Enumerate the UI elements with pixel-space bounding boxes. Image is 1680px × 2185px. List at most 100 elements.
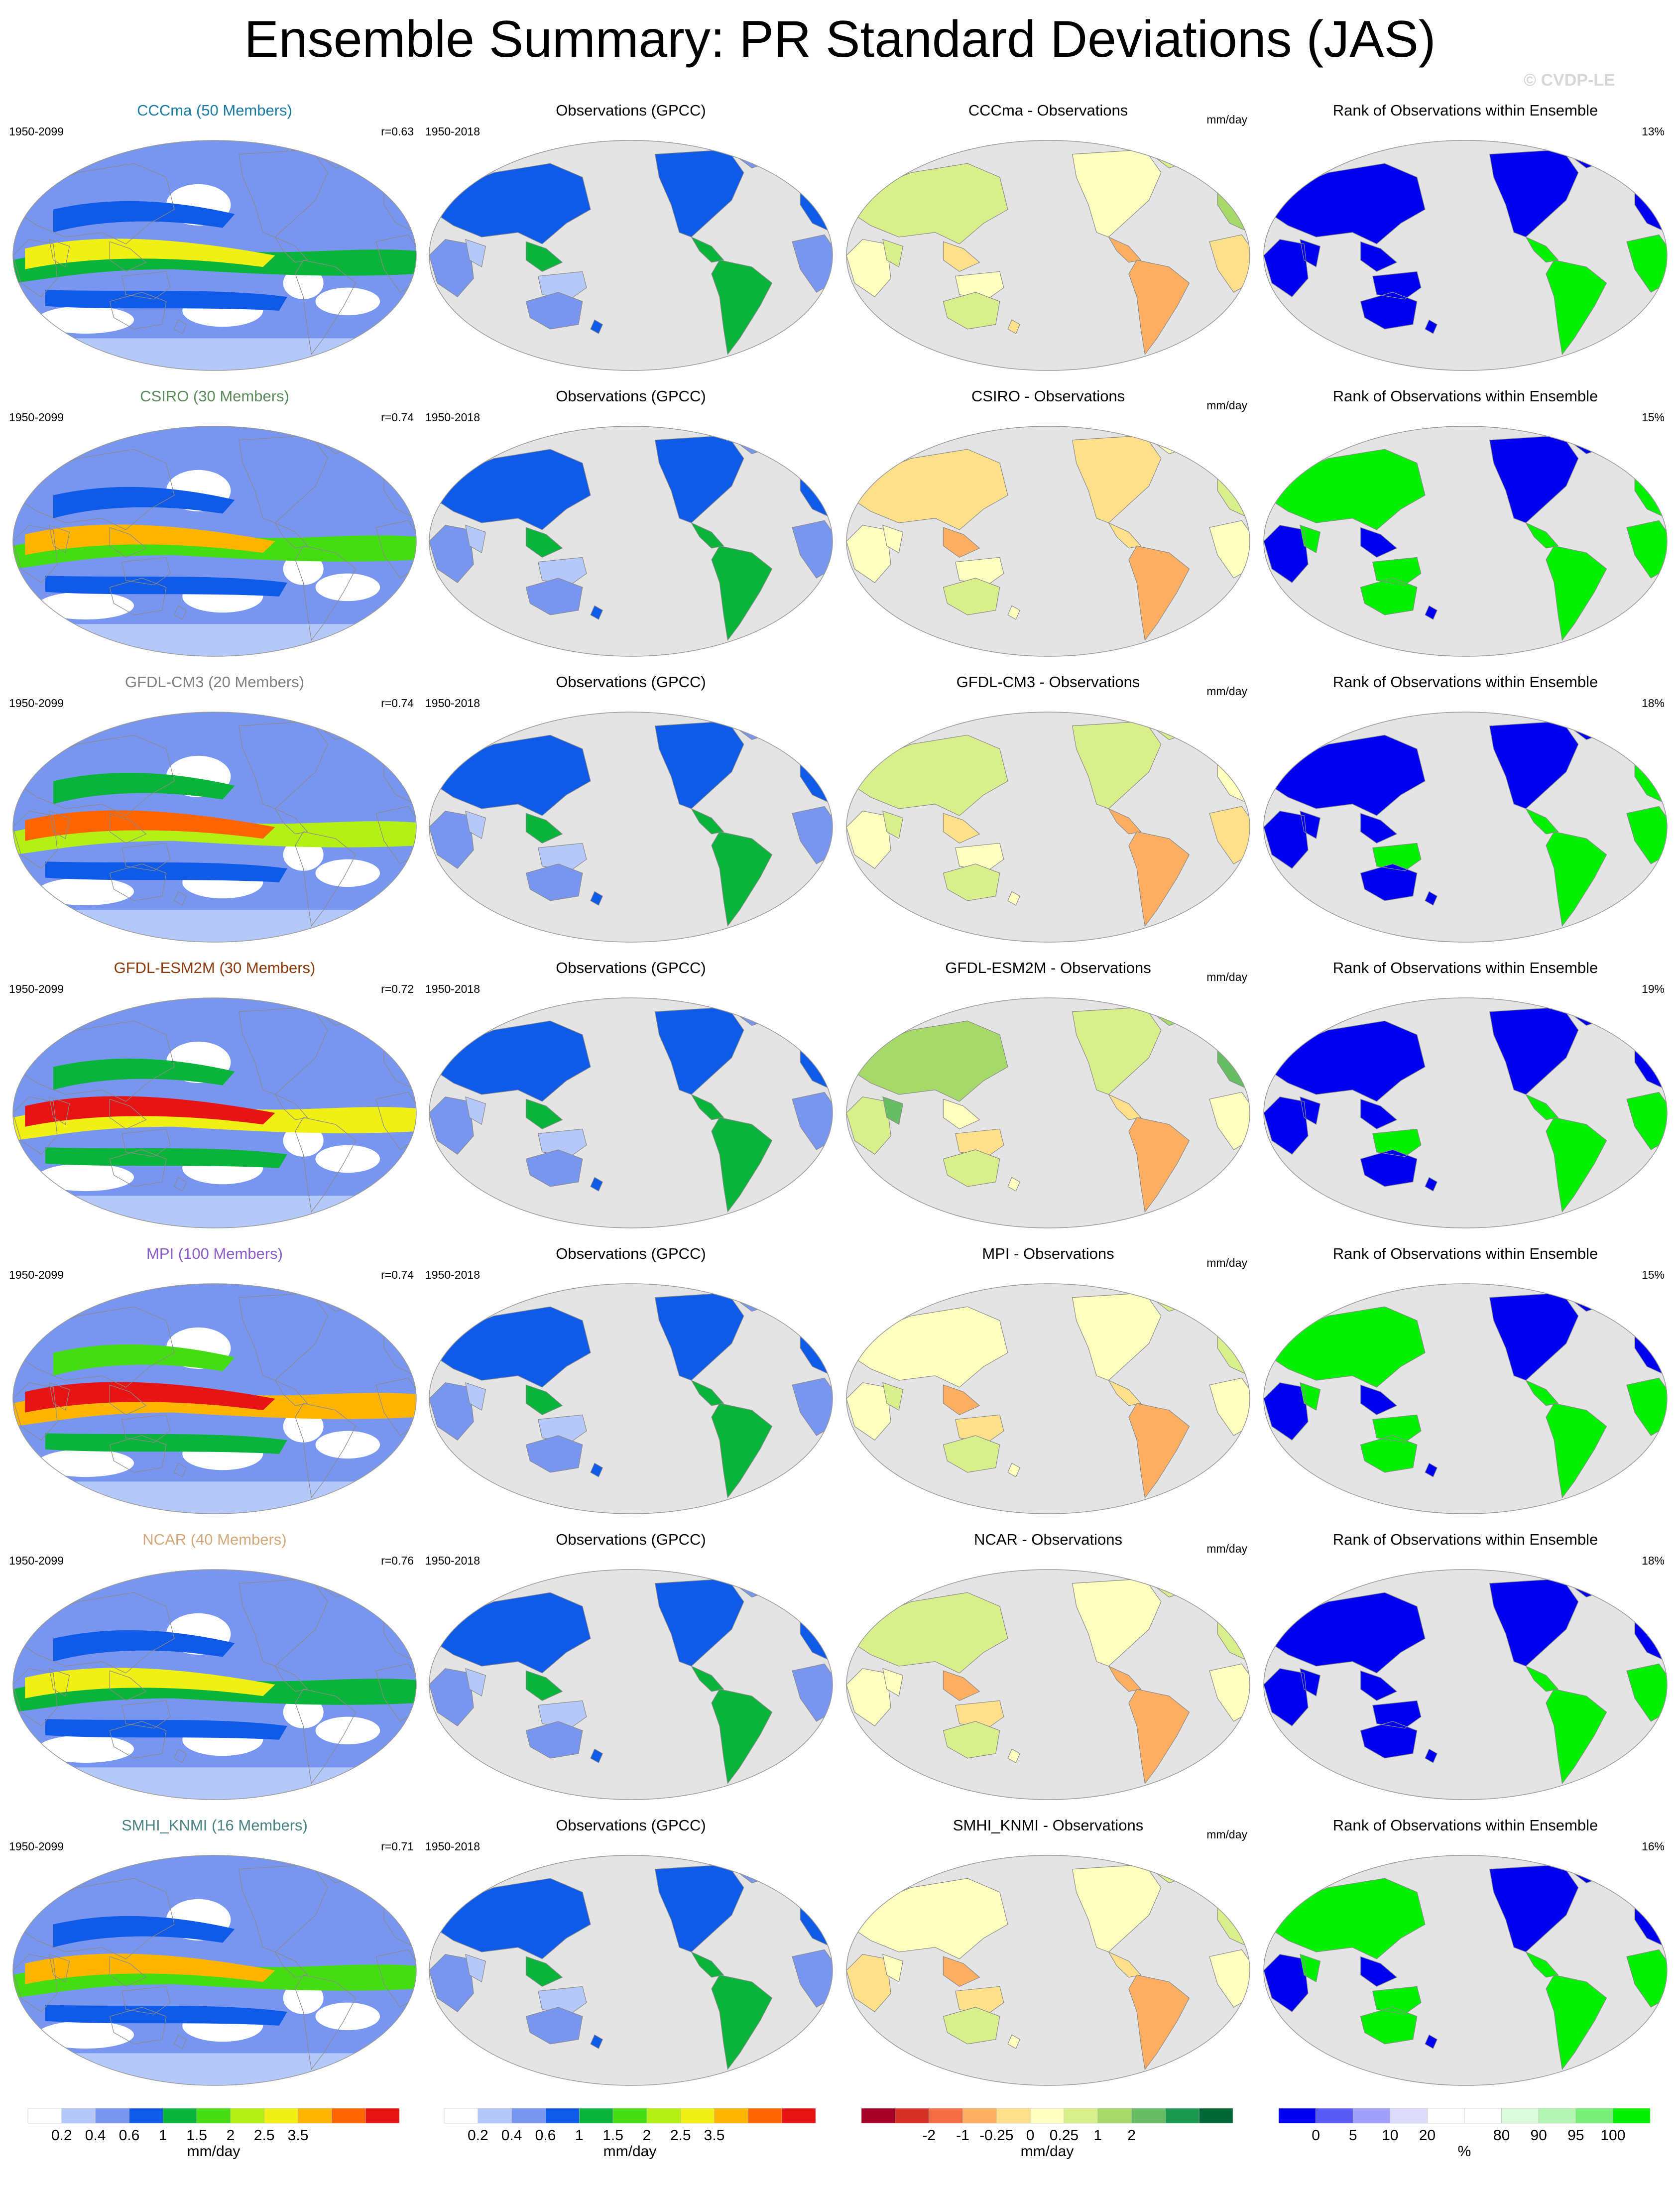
rank-title: Rank of Observations within Ensemble bbox=[1333, 387, 1598, 405]
land-area bbox=[692, 1094, 724, 1120]
colorbar-label: mm/day bbox=[1021, 2143, 1074, 2160]
rank-panel: Rank of Observations within Ensemble 18% bbox=[1263, 673, 1668, 943]
land-difference bbox=[883, 525, 903, 553]
observations-panel: Observations (GPCC) 1950-2018 bbox=[425, 1817, 833, 2086]
map-border bbox=[12, 712, 417, 943]
land-difference bbox=[1008, 2035, 1020, 2049]
coastline bbox=[295, 1975, 356, 2069]
low-variance-area bbox=[315, 1716, 380, 1745]
rain-band bbox=[45, 2005, 287, 2026]
coastline bbox=[1264, 1954, 1308, 2012]
low-variance-area bbox=[37, 1449, 134, 1477]
coastline bbox=[49, 240, 69, 267]
land-rank bbox=[1264, 1954, 1309, 2012]
colorbar-tick-label: 0.6 bbox=[119, 2127, 140, 2144]
land-area bbox=[538, 843, 587, 870]
land-rank bbox=[1489, 1578, 1578, 1667]
coastline bbox=[1300, 1669, 1320, 1696]
rank-percent: 15% bbox=[1642, 1268, 1665, 1281]
colorbar-swatch bbox=[1390, 2108, 1428, 2124]
colorbar-label: mm/day bbox=[187, 2143, 240, 2160]
land-area bbox=[712, 832, 772, 926]
coastline bbox=[110, 1436, 166, 1472]
land-area bbox=[792, 1664, 833, 1721]
land-difference bbox=[1129, 546, 1190, 640]
rank-percent: 18% bbox=[1642, 697, 1665, 710]
land-difference bbox=[1129, 1117, 1190, 1212]
land-area bbox=[712, 1117, 772, 1212]
map-border bbox=[429, 1283, 833, 1514]
rain-band bbox=[53, 1058, 235, 1090]
land-rank bbox=[1300, 811, 1320, 839]
watermark: © CVDP-LE bbox=[1524, 71, 1615, 90]
land-rank bbox=[1360, 2007, 1417, 2044]
coastline bbox=[1360, 2007, 1417, 2044]
model-title: CCCma (50 Members) bbox=[137, 102, 292, 119]
difference-title: MPI - Observations bbox=[982, 1245, 1114, 1262]
land-rank bbox=[1360, 1099, 1397, 1129]
coastline bbox=[295, 1403, 356, 1497]
coastline bbox=[49, 811, 69, 839]
coastline bbox=[1264, 1021, 1425, 1101]
land-rank bbox=[1425, 1177, 1438, 1192]
rank-panel: Rank of Observations within Ensemble 13% bbox=[1263, 102, 1668, 371]
difference-panel: CCCma - Observations mm/day bbox=[846, 102, 1250, 371]
observations-panel: Observations (GPCC) 1950-2018 bbox=[425, 102, 833, 371]
land-difference bbox=[1209, 1378, 1250, 1436]
pattern-correlation: r=0.74 bbox=[381, 697, 414, 710]
panel-row: SMHI_KNMI (16 Members) 1950-2099 r=0.71 Obs… bbox=[9, 1817, 1668, 2086]
land-rank bbox=[1627, 1092, 1667, 1150]
colorbar-swatch bbox=[332, 2108, 366, 2124]
coastline bbox=[49, 1669, 69, 1696]
land-rank bbox=[1372, 1700, 1421, 1728]
colorbar-tick-label: 0.6 bbox=[535, 2127, 556, 2144]
land-area bbox=[526, 242, 562, 271]
map-border bbox=[846, 712, 1250, 943]
land-rank bbox=[1360, 1435, 1417, 1472]
land-area bbox=[538, 271, 587, 299]
land-area bbox=[466, 1097, 486, 1124]
land-difference bbox=[1109, 1094, 1141, 1120]
map-border bbox=[429, 712, 833, 943]
coastline bbox=[275, 1952, 308, 1977]
land-rank bbox=[1360, 292, 1417, 329]
land-rank bbox=[1300, 1382, 1320, 1411]
coastline bbox=[1360, 578, 1417, 615]
model-title: NCAR (40 Members) bbox=[142, 1531, 286, 1548]
map-border bbox=[429, 997, 833, 1228]
land-rank bbox=[1489, 435, 1578, 523]
land-area bbox=[712, 260, 772, 354]
colorbar-tick-label: 1.5 bbox=[186, 2127, 207, 2144]
land-area bbox=[466, 811, 486, 839]
land-rank bbox=[1300, 1096, 1320, 1125]
coastline bbox=[13, 735, 174, 816]
difference-title: SMHI_KNMI - Observations bbox=[953, 1817, 1143, 1834]
colorbar-swatch bbox=[196, 2108, 231, 2124]
map-border bbox=[429, 140, 833, 371]
coastline bbox=[1627, 520, 1667, 578]
land-rank bbox=[1372, 1129, 1421, 1157]
rain-band bbox=[45, 1147, 287, 1168]
map-content bbox=[13, 140, 416, 370]
land-area bbox=[591, 1177, 602, 1191]
difference-panel: MPI - Observations mm/day bbox=[846, 1245, 1250, 1514]
land-rank bbox=[1627, 1664, 1667, 1721]
southern-ocean-band bbox=[13, 338, 416, 370]
colorbar-tick-label: 80 bbox=[1493, 2127, 1510, 2144]
land-difference bbox=[1073, 435, 1161, 523]
coastline bbox=[275, 1380, 308, 1406]
coastline bbox=[13, 1021, 174, 1101]
land-area bbox=[692, 809, 724, 834]
coastline bbox=[1360, 1150, 1417, 1187]
coastline bbox=[239, 1293, 328, 1380]
coastline bbox=[1425, 891, 1437, 905]
observations-title: Observations (GPCC) bbox=[556, 673, 706, 691]
land-rank bbox=[1425, 320, 1438, 334]
panel-row: CSIRO (30 Members) 1950-2099 r=0.74 Observa… bbox=[9, 387, 1668, 657]
map-border bbox=[1263, 1283, 1668, 1514]
coastline bbox=[110, 864, 166, 901]
land-area bbox=[591, 1463, 602, 1477]
map-content bbox=[13, 1570, 416, 1800]
coastline bbox=[110, 292, 166, 329]
difference-units: mm/day bbox=[1206, 1542, 1247, 1555]
